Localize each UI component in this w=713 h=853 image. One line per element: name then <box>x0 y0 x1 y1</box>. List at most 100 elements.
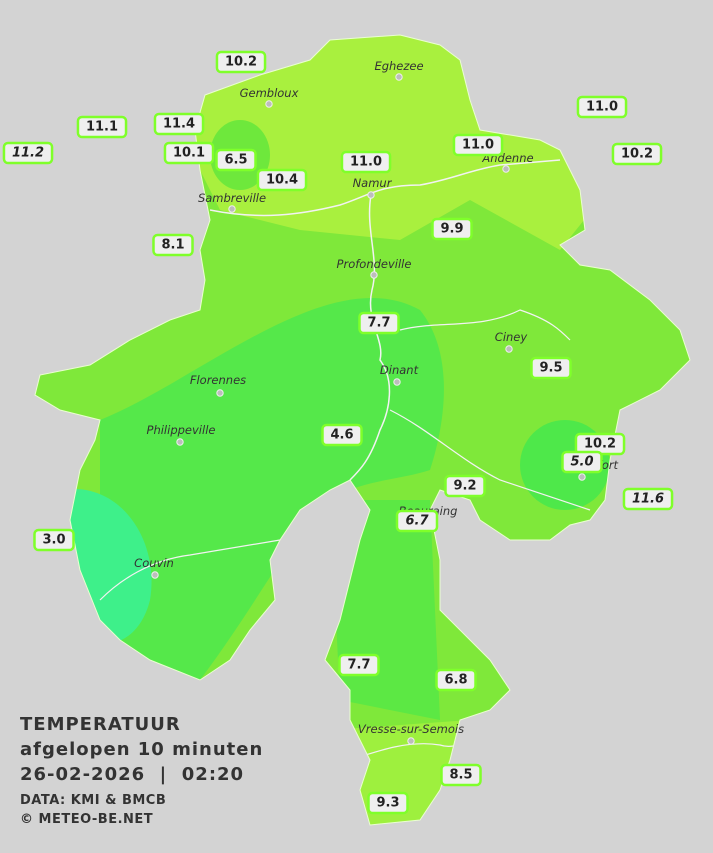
station-box <box>215 148 257 172</box>
town-label: Dinant <box>380 363 419 377</box>
station-value: 10.1 <box>173 146 205 161</box>
town-dot <box>395 73 403 81</box>
town-label: Ciney <box>495 330 528 344</box>
station: 11.0 <box>452 133 504 157</box>
station-value: 11.2 <box>12 146 44 161</box>
station-value: 7.7 <box>367 316 390 331</box>
station-box <box>358 311 400 335</box>
station-box <box>153 112 205 136</box>
station: 11.1 <box>76 115 128 139</box>
station-value: 4.6 <box>330 428 353 443</box>
town-dot <box>502 165 510 173</box>
river <box>99 539 281 601</box>
station-value: 11.0 <box>462 138 494 153</box>
station-box <box>367 791 409 815</box>
station-value: 11.1 <box>86 120 118 135</box>
station-value: 10.4 <box>266 173 298 188</box>
legend-source: DATA: KMI & BMCB <box>20 793 166 808</box>
station-value: 9.9 <box>440 222 463 237</box>
station: 9.2 <box>444 474 486 498</box>
station: 6.7 <box>395 509 439 533</box>
station-box <box>215 50 267 74</box>
station: 5.0 <box>561 450 603 474</box>
station-box <box>76 115 128 139</box>
station-box <box>452 133 504 157</box>
station-box <box>338 653 380 677</box>
town-dot <box>265 100 273 108</box>
station-box <box>440 763 482 787</box>
station-box <box>622 487 674 511</box>
legend-copyright: © METEO-BE.NET <box>20 812 153 827</box>
station: 11.6 <box>622 487 674 511</box>
station: 10.4 <box>256 168 308 192</box>
station-value: 6.5 <box>224 153 247 168</box>
station-value: 11.0 <box>350 155 382 170</box>
station: 11.0 <box>576 95 628 119</box>
station-value: 11.4 <box>163 117 195 132</box>
town-dot <box>228 205 236 213</box>
station-value: 3.0 <box>42 533 65 548</box>
station-value: 10.2 <box>621 147 653 162</box>
station-box <box>444 474 486 498</box>
town-dot <box>151 571 159 579</box>
town-label: Philippeville <box>147 423 216 437</box>
station-box <box>435 668 477 692</box>
town-dot <box>578 473 586 481</box>
station-box <box>256 168 308 192</box>
station: 10.2 <box>215 50 267 74</box>
legend-subtitle: afgelopen 10 minuten <box>20 739 263 760</box>
station: 7.7 <box>358 311 400 335</box>
town-dot <box>393 378 401 386</box>
river <box>399 309 571 341</box>
town-dot <box>370 271 378 279</box>
station: 11.2 <box>2 141 54 165</box>
town-dot <box>505 345 513 353</box>
station-value: 7.7 <box>347 658 370 673</box>
station-value: 8.1 <box>161 238 184 253</box>
town-label: Namur <box>353 176 393 190</box>
station-value: 6.8 <box>444 673 467 688</box>
river <box>349 194 391 481</box>
station: 3.0 <box>33 528 75 552</box>
town-dot <box>367 191 375 199</box>
towns: EghezeeGemblouxAndenneNamurSambrevillePr… <box>134 59 619 745</box>
station-box <box>576 95 628 119</box>
station: 10.2 <box>574 432 626 456</box>
river <box>389 409 591 511</box>
town-label: Profondeville <box>337 257 412 271</box>
town-label: Florennes <box>190 373 246 387</box>
station: 8.1 <box>152 233 194 257</box>
station-box <box>611 142 663 166</box>
station-box <box>163 141 215 165</box>
town-label: Vresse-sur-Semois <box>358 722 464 736</box>
station-value: 11.0 <box>586 100 618 115</box>
station: 9.5 <box>530 356 572 380</box>
station: 7.7 <box>338 653 380 677</box>
station-value: 6.7 <box>405 514 429 529</box>
station: 11.0 <box>340 150 392 174</box>
legend-datetime: 26-02-2026 | 02:20 <box>20 764 244 785</box>
temp-field <box>60 488 152 644</box>
station-value: 10.2 <box>225 55 257 70</box>
station-value: 5.0 <box>570 455 593 470</box>
station: 9.9 <box>431 217 473 241</box>
station: 4.6 <box>321 423 363 447</box>
legend-title: TEMPERATUUR <box>20 714 181 735</box>
town-label: Sambreville <box>198 191 266 205</box>
stations: 10.2 11.1 11.4 11.2 10.1 6.5 10.4 11.0 11.0 11.0 1… <box>2 50 674 815</box>
station: 10.1 <box>163 141 215 165</box>
station-box <box>431 217 473 241</box>
station: 8.5 <box>440 763 482 787</box>
station-box <box>561 450 603 474</box>
town-label: Gembloux <box>240 86 299 100</box>
station: 9.3 <box>367 791 409 815</box>
station-box <box>321 423 363 447</box>
station-box <box>395 509 439 533</box>
station: 11.4 <box>153 112 205 136</box>
town-label: Couvin <box>134 556 174 570</box>
station: 6.8 <box>435 668 477 692</box>
station-box <box>340 150 392 174</box>
station-value: 9.5 <box>539 361 562 376</box>
